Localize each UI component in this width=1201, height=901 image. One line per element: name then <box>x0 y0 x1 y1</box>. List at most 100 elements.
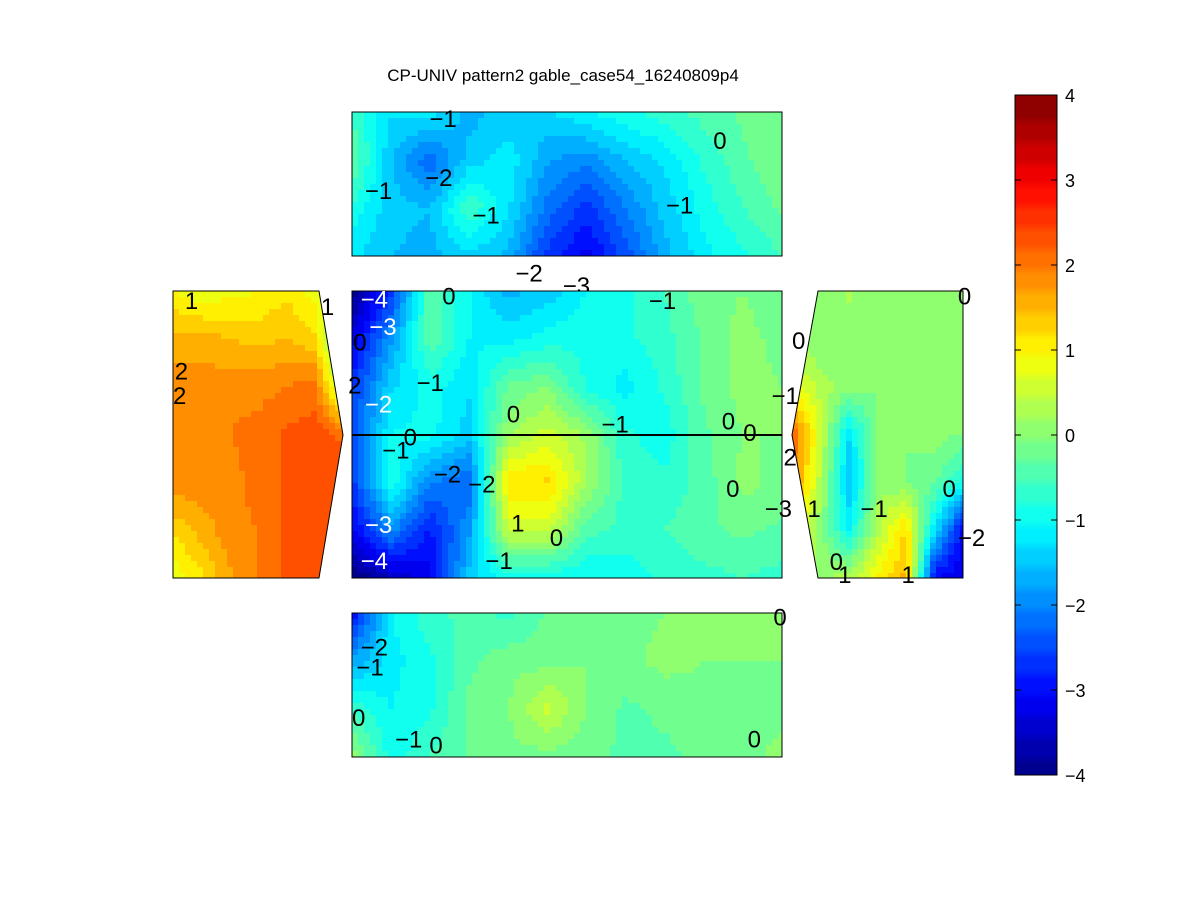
contour-cell <box>376 411 383 418</box>
contour-cell <box>778 399 782 406</box>
contour-cell <box>544 513 551 520</box>
contour-cell <box>520 387 527 394</box>
contour-cell <box>742 309 749 316</box>
contour-cell <box>376 363 383 370</box>
contour-cell <box>754 172 761 179</box>
contour-cell <box>754 214 761 221</box>
contour-cell <box>766 178 773 185</box>
contour-cell <box>442 405 449 412</box>
contour-cell <box>712 417 719 424</box>
contour-cell <box>400 369 407 376</box>
contour-cell <box>394 124 401 131</box>
contour-cell <box>610 459 617 466</box>
contour-cell <box>688 154 695 161</box>
contour-cell <box>610 525 617 532</box>
contour-cell <box>598 327 605 334</box>
contour-cell <box>766 411 773 418</box>
contour-cell <box>688 543 695 550</box>
contour-cell <box>724 537 731 544</box>
contour-cell <box>730 232 737 239</box>
contour-cell <box>724 483 731 490</box>
contour-cell <box>532 387 539 394</box>
contour-cell <box>454 549 461 556</box>
contour-cell <box>712 459 719 466</box>
contour-cell <box>772 130 779 137</box>
contour-cell <box>370 202 377 209</box>
contour-cell <box>442 232 449 239</box>
contour-cell <box>574 309 581 316</box>
contour-cell <box>772 190 779 197</box>
contour-cell <box>616 423 623 430</box>
contour-cell <box>394 309 401 316</box>
contour-cell <box>724 531 731 538</box>
contour-cell <box>460 184 467 191</box>
contour-cell <box>544 531 551 538</box>
contour-cell <box>640 327 647 334</box>
contour-cell <box>370 321 377 328</box>
contour-cell <box>376 471 383 478</box>
contour-cell <box>544 226 551 233</box>
contour-cell <box>730 220 737 227</box>
contour-cell <box>730 417 737 424</box>
contour-cell <box>532 447 539 454</box>
contour-cell <box>496 148 503 155</box>
contour-cell <box>550 184 557 191</box>
contour-cell <box>532 423 539 430</box>
contour-cell <box>490 208 497 215</box>
contour-cell <box>610 321 617 328</box>
contour-cell <box>652 196 659 203</box>
contour-cell <box>406 345 413 352</box>
contour-cell <box>760 375 767 382</box>
contour-cell <box>700 220 707 227</box>
contour-cell <box>736 321 743 328</box>
contour-cell <box>748 130 755 137</box>
contour-cell <box>406 321 413 328</box>
contour-cell <box>400 291 407 298</box>
contour-cell <box>526 399 533 406</box>
contour-cell <box>466 537 473 544</box>
contour-cell <box>550 363 557 370</box>
contour-cell <box>568 238 575 245</box>
contour-cell <box>532 363 539 370</box>
contour-cell <box>598 244 605 251</box>
contour-cell <box>760 525 767 532</box>
contour-cell <box>532 124 539 131</box>
contour-cell <box>430 166 437 173</box>
contour-cell <box>400 363 407 370</box>
contour-cell <box>388 154 395 161</box>
contour-cell <box>724 244 731 251</box>
contour-cell <box>430 250 437 256</box>
contour-cell <box>622 417 629 424</box>
contour-cell <box>394 250 401 256</box>
contour-cell <box>658 513 665 520</box>
contour-cell <box>682 148 689 155</box>
contour-cell <box>670 303 677 310</box>
contour-cell <box>622 166 629 173</box>
contour-cell <box>508 220 515 227</box>
contour-cell <box>454 250 461 256</box>
contour-cell <box>442 525 449 532</box>
contour-cell <box>676 154 683 161</box>
contour-cell <box>454 244 461 251</box>
contour-cell <box>682 333 689 340</box>
contour-cell <box>460 435 467 442</box>
contour-cell <box>640 232 647 239</box>
contour-cell <box>406 250 413 256</box>
contour-cell <box>430 555 437 562</box>
contour-cell <box>448 393 455 400</box>
contour-cell <box>382 543 389 550</box>
contour-cell <box>682 190 689 197</box>
contour-cell <box>472 447 479 454</box>
contour-cell <box>616 130 623 137</box>
contour-cell <box>652 184 659 191</box>
contour-cell <box>646 315 653 322</box>
contour-cell <box>556 315 563 322</box>
contour-cell <box>724 178 731 185</box>
contour-cell <box>526 507 533 514</box>
contour-cell <box>556 519 563 526</box>
contour-cell <box>466 190 473 197</box>
contour-cell <box>472 369 479 376</box>
contour-cell <box>586 459 593 466</box>
contour-cell <box>382 166 389 173</box>
contour-cell <box>550 250 557 256</box>
